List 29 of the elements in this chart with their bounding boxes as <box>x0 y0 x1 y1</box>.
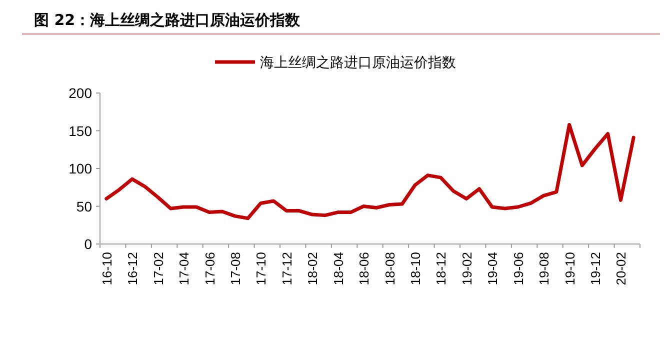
x-tick-label: 16-12 <box>125 252 140 286</box>
x-tick-label: 18-12 <box>434 252 449 286</box>
y-tick-label: 100 <box>68 160 92 176</box>
x-tick-label: 18-10 <box>408 252 423 286</box>
x-tick-label: 17-12 <box>279 252 294 286</box>
x-tick-label: 19-06 <box>510 252 526 286</box>
y-tick-label: 200 <box>68 85 92 101</box>
x-tick-label: 17-10 <box>254 252 269 286</box>
x-tick-label: 17-08 <box>228 252 243 286</box>
line-series <box>104 122 636 220</box>
x-tick-label: 19-10 <box>562 252 578 286</box>
x-tick-label: 20-02 <box>614 252 629 286</box>
x-tick-label: 19-04 <box>485 252 500 286</box>
y-tick-label: 150 <box>68 122 92 139</box>
y-tick-label: 50 <box>76 198 92 214</box>
legend-label: 海上丝绸之路进口原油运价指数 <box>260 55 456 71</box>
y-tick-label: 0 <box>84 236 92 252</box>
x-tick-label: 17-04 <box>176 252 192 286</box>
x-tick-label: 18-08 <box>382 252 398 286</box>
x-tick-label: 19-08 <box>536 252 552 286</box>
x-tick-label: 19-12 <box>588 252 603 286</box>
x-tick-label: 18-02 <box>305 252 320 286</box>
x-tick-label: 19-02 <box>459 252 474 286</box>
chart-title: 图 22：海上丝绸之路进口原油运价指数 <box>34 11 302 29</box>
x-tick-label: 18-06 <box>356 252 372 286</box>
x-tick-label: 18-04 <box>330 252 346 286</box>
x-tick-label: 17-02 <box>150 252 166 286</box>
x-tick-label: 17-06 <box>202 252 218 286</box>
x-tick-label: 16-10 <box>99 252 114 286</box>
